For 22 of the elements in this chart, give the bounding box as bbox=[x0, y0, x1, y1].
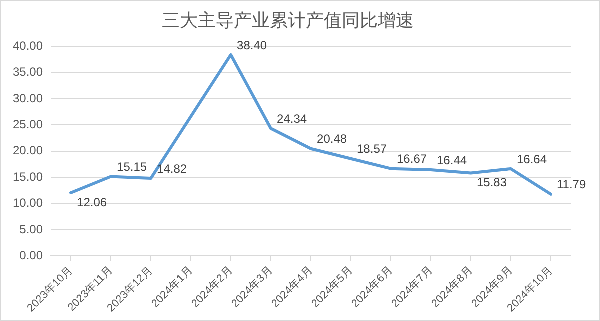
y-tick-label: 5.00 bbox=[20, 222, 44, 236]
y-tick-label: 15.00 bbox=[13, 170, 44, 184]
text: 14.82 bbox=[157, 162, 188, 176]
y-tick-label: 35.00 bbox=[13, 65, 44, 80]
y-tick-label: 10.00 bbox=[13, 196, 44, 210]
y-tick-label: 40.00 bbox=[13, 38, 44, 53]
text: 16.67 bbox=[397, 152, 428, 166]
y-tick-label: 30.00 bbox=[13, 91, 44, 106]
text: 11.79 bbox=[557, 178, 586, 192]
text: 16.44 bbox=[437, 153, 468, 168]
y-tick-label: 25.00 bbox=[13, 117, 44, 132]
text: 15.83 bbox=[477, 176, 508, 190]
text: 18.57 bbox=[357, 142, 388, 156]
text: 20.48 bbox=[317, 132, 348, 146]
y-tick-label: 20.00 bbox=[13, 144, 44, 158]
text: 38.40 bbox=[237, 38, 268, 52]
y-tick-label: 0.00 bbox=[20, 248, 44, 262]
chart-title: 三大主导产业累计产值同比增速 bbox=[162, 10, 414, 32]
text: 12.06 bbox=[77, 195, 108, 210]
text: 16.64 bbox=[517, 152, 548, 166]
text: 15.15 bbox=[117, 160, 148, 174]
text: 24.34 bbox=[277, 112, 308, 126]
